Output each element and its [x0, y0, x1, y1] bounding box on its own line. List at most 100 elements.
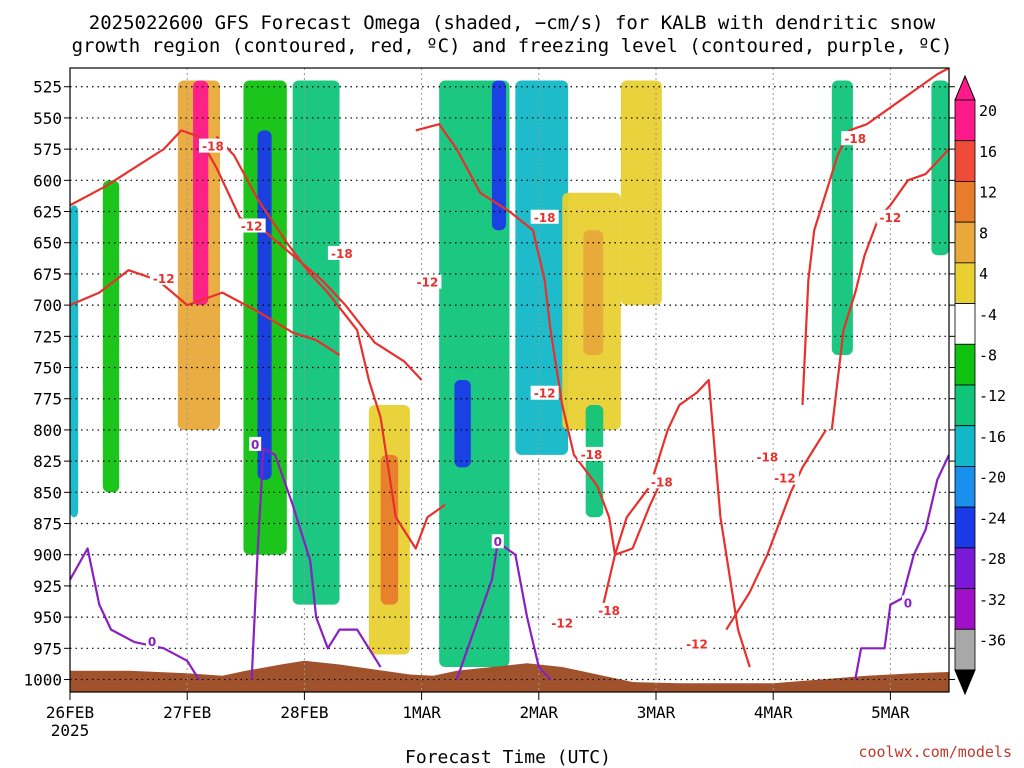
colorbar-swatch-11: [954, 547, 976, 589]
contour-label-bg-3: [149, 270, 178, 285]
y-tick-label-975: 975: [33, 639, 62, 658]
contour-freezing-9: [250, 447, 382, 680]
colorbar-label-9: -20: [979, 469, 1006, 487]
colorbar-swatch-10: [954, 506, 976, 549]
y-tick-label-850: 850: [33, 483, 62, 502]
plot-area: -18 -12 -18 -12 -12 -18 -12 -18 -18 -18 -12 -12 -18 -…: [23, 67, 955, 740]
colorbar-label-1: 16: [979, 143, 997, 161]
y-tick-label-525: 525: [33, 78, 62, 97]
x-tick-label-1MAR: 1MAR: [402, 703, 441, 722]
colorbar-swatch-12: [954, 588, 976, 630]
contour-label-bg-0: [198, 138, 227, 153]
x-tick-label-5MAR: 5MAR: [871, 703, 910, 722]
colorbar-label-6: -8: [979, 346, 997, 364]
contour-dgz-5: [725, 429, 827, 631]
terrain-fill: [70, 660, 949, 692]
contour-label-10: -12: [774, 472, 796, 486]
y-tick-label-800: 800: [33, 421, 62, 440]
contour-label-bg-16: [249, 436, 262, 451]
y-tick-label-825: 825: [33, 452, 62, 471]
contour-label-5: -18: [534, 211, 556, 225]
colorbar-swatch-6: [954, 343, 976, 386]
contour-label-2: -18: [331, 247, 353, 261]
colorbar-label-11: -28: [979, 550, 1006, 568]
colorbar-swatch-7: [954, 384, 976, 427]
omega-shade-region-16: [620, 80, 662, 306]
contour-label-7: -18: [581, 448, 603, 462]
contour-label-0: -18: [202, 140, 224, 154]
contour-label-13: -12: [686, 638, 708, 652]
x-tick-label-4MAR: 4MAR: [754, 703, 793, 722]
contour-label-bg-4: [413, 274, 442, 289]
x-tick-label-3MAR: 3MAR: [637, 703, 676, 722]
y-tick-label-875: 875: [33, 515, 62, 534]
colorbar-label-3: 8: [979, 224, 988, 242]
y-tick-label-675: 675: [33, 265, 62, 284]
colorbar-label-12: -32: [979, 591, 1006, 609]
contour-label-bg-14: [841, 131, 870, 146]
y-tick-label-900: 900: [33, 546, 62, 565]
colorbar-label-10: -24: [979, 509, 1006, 527]
x-tick-label-26FEB: 26FEB: [46, 703, 94, 722]
colorbar-swatch-5: [954, 303, 976, 345]
omega-shade-region-10: [454, 380, 471, 468]
credit-text: coolwx.com/models: [858, 743, 1012, 761]
contour-freezing-8: [70, 547, 200, 681]
colorbar-label-8: -16: [979, 428, 1006, 446]
omega-shade-region-11: [491, 80, 506, 231]
contour-dgz-2: [215, 135, 446, 550]
contour-label-15: -12: [880, 211, 902, 225]
contour-freezing-11: [854, 454, 949, 680]
omega-shade-region-18: [931, 80, 949, 256]
contour-label-17: 0: [494, 535, 502, 549]
x-tick-label-28FEB: 28FEB: [280, 703, 328, 722]
colorbar-label-2: 12: [979, 184, 997, 202]
y-tick-label-625: 625: [33, 203, 62, 222]
contour-label-bg-5: [530, 209, 559, 224]
contour-label-12: -18: [598, 604, 620, 618]
y-tick-label-600: 600: [33, 171, 62, 190]
colorbar-swatch-1: [954, 140, 976, 182]
colorbar-label-7: -12: [979, 387, 1006, 405]
omega-shade-region-1: [102, 180, 120, 493]
y-tick-label-575: 575: [33, 140, 62, 159]
y-tick-label-925: 925: [33, 577, 62, 596]
contour-label-bg-17: [491, 534, 504, 549]
contour-label-bg-7: [577, 446, 606, 461]
contour-label-bg-6: [530, 385, 559, 400]
contour-label-bg-15: [876, 209, 905, 224]
omega-shade-region-17: [831, 80, 853, 356]
colorbar-label-5: -4: [979, 306, 997, 324]
x-tick-sublabel-26FEB: 2025: [51, 721, 90, 740]
contour-label-bg-18: [146, 634, 159, 649]
contour-label-6: -12: [534, 387, 556, 401]
colorbar-swatch-8: [954, 425, 976, 467]
contour-label-bg-10: [770, 470, 799, 485]
contour-label-bg-1: [237, 218, 266, 233]
colorbar: 20 16 12 8 4 -4 -8 -12 -16 -20 -24 -28 -32 -36: [954, 74, 1006, 696]
contour-label-18: 0: [148, 635, 156, 649]
contour-label-19: 0: [904, 596, 912, 610]
y-tick-label-1000: 1000: [23, 671, 62, 690]
colorbar-swatch-0: [954, 99, 976, 142]
contour-label-14: -18: [844, 132, 866, 146]
contour-label-bg-8: [647, 474, 676, 489]
contour-label-8: -18: [651, 475, 673, 489]
omega-shade-region-9: [439, 80, 510, 668]
omega-shade-region-0: [70, 205, 79, 518]
plot-frame: [69, 67, 950, 693]
y-tick-label-550: 550: [33, 109, 62, 128]
omega-shade-region-3: [193, 80, 209, 306]
x-tick-label-2MAR: 2MAR: [520, 703, 559, 722]
contour-dgz-1: [70, 269, 341, 356]
contour-dgz-0: [70, 129, 423, 381]
contour-label-16: 0: [251, 438, 259, 452]
x-tick-label-27FEB: 27FEB: [163, 703, 211, 722]
contour-label-bg-12: [595, 602, 624, 617]
omega-shade-region-5: [257, 130, 272, 480]
chart-title-line-2: growth region (contoured, red, ºC) and f…: [72, 35, 953, 57]
colorbar-swatch-4: [954, 262, 976, 304]
y-tick-label-700: 700: [33, 296, 62, 315]
contour-label-1: -12: [241, 219, 263, 233]
